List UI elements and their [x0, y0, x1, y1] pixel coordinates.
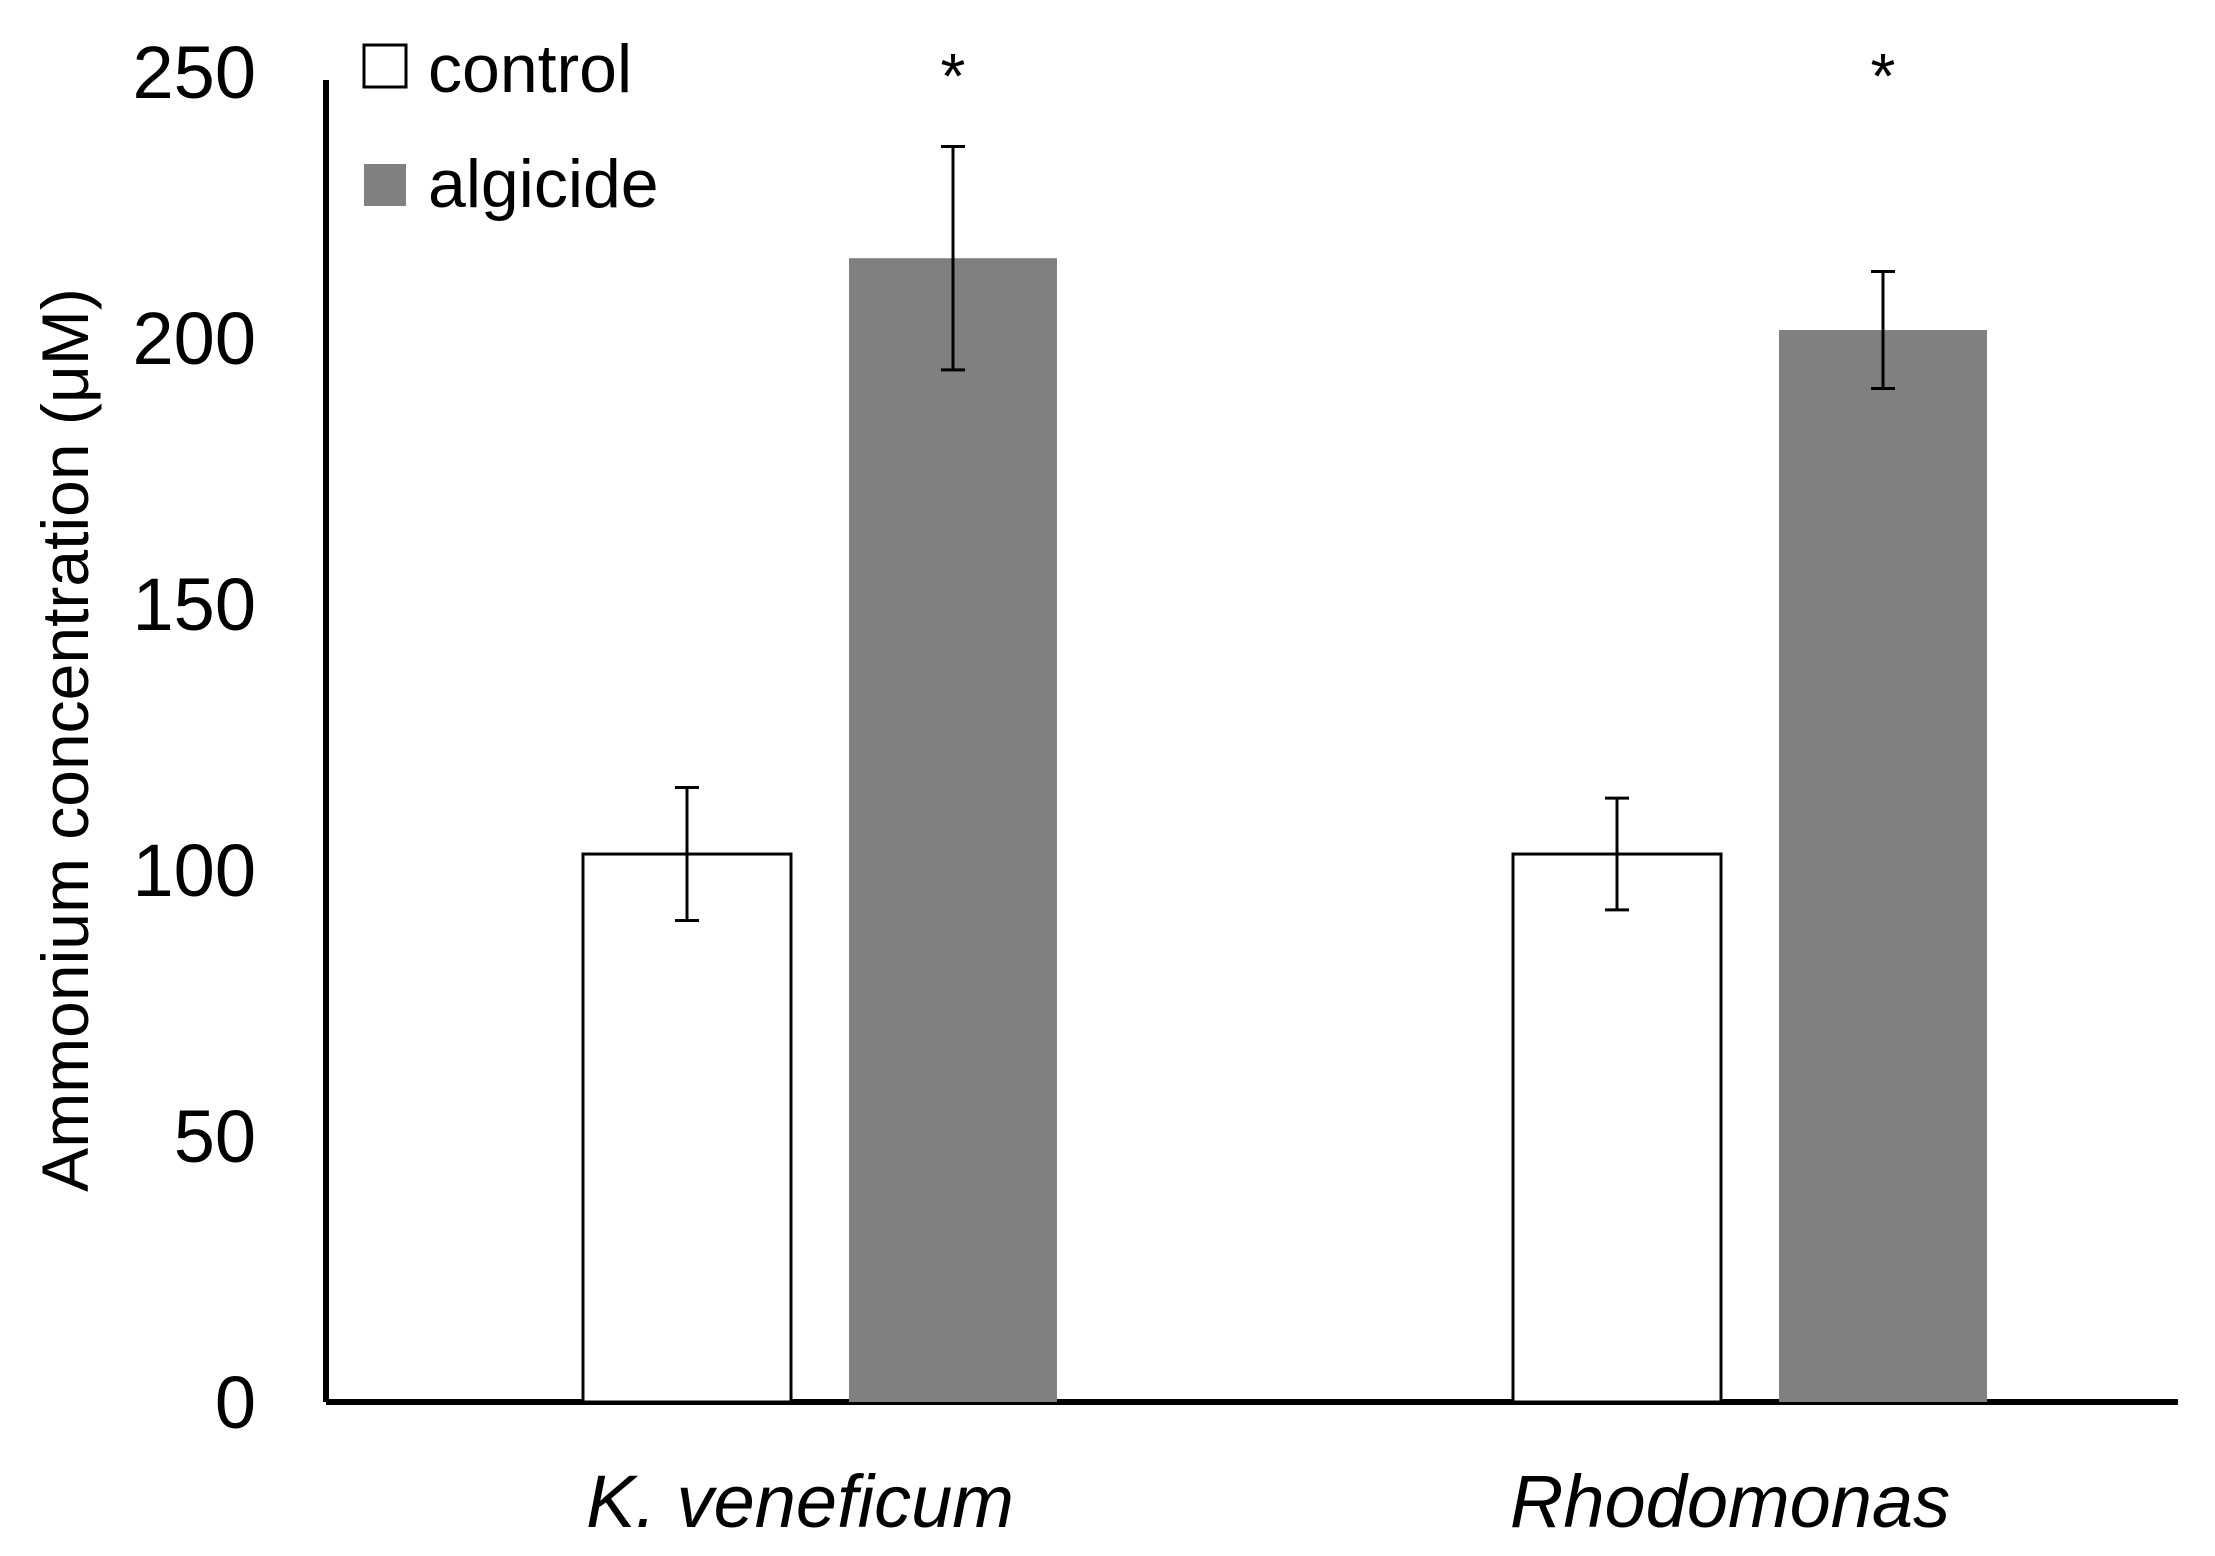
legend-label-algicide: algicide — [428, 146, 659, 222]
y-tick-label: 200 — [133, 297, 256, 380]
y-tick-label: 0 — [215, 1361, 256, 1444]
legend-label-control: control — [428, 31, 632, 107]
y-tick-label: 50 — [174, 1095, 256, 1178]
bar-control-0 — [581, 852, 793, 1404]
error-bars — [675, 144, 1895, 923]
y-tick-label: 150 — [133, 563, 256, 646]
error-bar-control-1 — [1605, 796, 1629, 912]
error-bar-control-0 — [675, 786, 699, 923]
legend: control algicide — [362, 31, 659, 222]
error-bar-algicide-1 — [1871, 270, 1895, 391]
error-bar-algicide-0 — [941, 144, 965, 372]
bar-control-1 — [1511, 852, 1723, 1404]
y-tick-labels: 0 50 100 150 200 250 — [133, 31, 256, 1444]
significance-star: * — [941, 40, 966, 112]
significance-markers: * * — [941, 40, 1896, 112]
legend-swatch-control — [362, 43, 408, 89]
category-label: K. veneficum — [586, 1460, 1014, 1543]
y-tick-label: 100 — [133, 829, 256, 912]
category-label: Rhodomonas — [1510, 1460, 1950, 1543]
significance-star: * — [1871, 40, 1896, 112]
category-labels: K. veneficum Rhodomonas — [586, 1460, 1950, 1543]
bar-algicide-1 — [1779, 330, 1987, 1402]
legend-swatch-algicide — [364, 164, 406, 206]
y-tick-label: 250 — [133, 31, 256, 114]
y-axis-title: Ammonium concentration (μM) — [28, 288, 102, 1192]
bars — [581, 258, 1987, 1404]
bar-algicide-0 — [849, 258, 1057, 1403]
